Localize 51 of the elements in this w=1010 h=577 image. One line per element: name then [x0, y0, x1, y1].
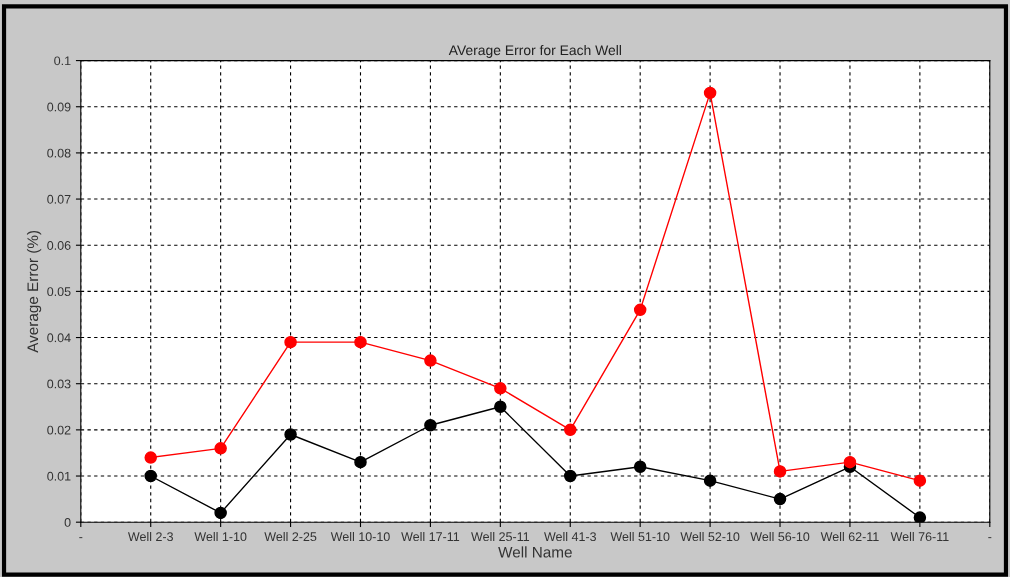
point	[354, 335, 367, 349]
x-tick-label: Well 51-10	[610, 531, 670, 542]
chart-title: AVerage Error for Each Well	[448, 44, 621, 58]
point	[424, 418, 437, 432]
point	[564, 469, 577, 483]
point	[214, 442, 227, 455]
point	[843, 455, 857, 469]
point	[773, 492, 787, 506]
point	[564, 423, 577, 437]
x-tick-label: Well 56-10	[750, 531, 810, 542]
x-tick-label: Well 25-11	[471, 531, 530, 542]
y-tick-label: 0.01	[47, 471, 71, 481]
point	[703, 86, 717, 100]
y-tick-label: 0.08	[47, 148, 71, 158]
point	[284, 428, 297, 441]
x-tick-label: Well 52-10	[680, 531, 740, 542]
x-tick-label: Well 10-10	[330, 531, 390, 542]
point	[494, 400, 507, 414]
point	[633, 460, 647, 474]
x-tick-label: Well 41-3	[544, 531, 596, 542]
y-tick-label: 0.04	[47, 333, 71, 343]
x-tick-label: -	[988, 537, 992, 539]
point	[633, 303, 647, 317]
y-tick-label: 0.05	[47, 287, 71, 297]
x-tick-label: -	[79, 537, 83, 539]
x-tick-label: Well 76-11	[890, 531, 949, 542]
point	[144, 451, 157, 464]
y-tick-label: 0.07	[47, 194, 71, 204]
point	[913, 511, 927, 523]
point	[773, 465, 787, 478]
point	[494, 382, 507, 395]
y-axis-title: Average Error (%)	[26, 230, 42, 353]
x-tick-label: Well 1-10	[194, 531, 247, 542]
y-tick-label: 0.03	[47, 379, 71, 389]
point	[214, 506, 227, 520]
x-tick-label: Well 17-11	[401, 531, 460, 542]
point	[703, 474, 717, 487]
x-tick-label: Well 2-25	[264, 531, 317, 542]
y-tick-label: 0.1	[54, 56, 71, 66]
y-tick-label: 0.09	[47, 102, 71, 112]
point	[354, 455, 367, 469]
y-tick-label: 0.06	[47, 241, 71, 250]
x-axis-title: Well Name	[498, 546, 572, 558]
point	[913, 474, 927, 487]
point	[144, 469, 157, 483]
x-tick-label: Well 62-11	[820, 531, 879, 542]
x-tick-label: Well 2-3	[127, 531, 173, 542]
point	[284, 335, 297, 349]
y-tick-label: 0.02	[47, 425, 71, 435]
y-tick-label: 0	[64, 517, 71, 527]
point	[424, 354, 437, 367]
